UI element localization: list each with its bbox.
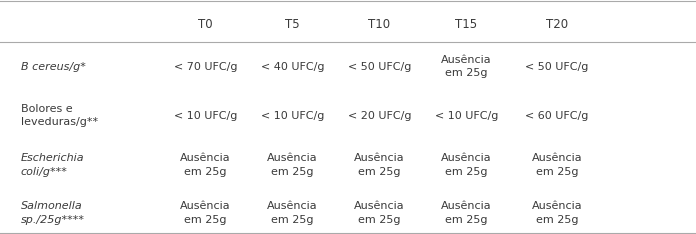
Text: Ausência
em 25g: Ausência em 25g [441,55,491,78]
Text: Ausência
em 25g: Ausência em 25g [354,201,404,225]
Text: Escherichia
coli/g***: Escherichia coli/g*** [21,153,84,177]
Text: Ausência
em 25g: Ausência em 25g [441,201,491,225]
Text: T20: T20 [546,18,568,31]
Text: T0: T0 [198,18,213,31]
Text: < 60 UFC/g: < 60 UFC/g [525,111,589,121]
Text: B cereus/g*: B cereus/g* [21,62,86,72]
Text: < 10 UFC/g: < 10 UFC/g [173,111,237,121]
Text: Ausência
em 25g: Ausência em 25g [180,201,230,225]
Text: Ausência
em 25g: Ausência em 25g [354,153,404,177]
Text: Ausência
em 25g: Ausência em 25g [267,153,317,177]
Text: T5: T5 [285,18,300,31]
Text: Ausência
em 25g: Ausência em 25g [532,201,582,225]
Text: < 70 UFC/g: < 70 UFC/g [173,62,237,72]
Text: Ausência
em 25g: Ausência em 25g [532,153,582,177]
Text: < 20 UFC/g: < 20 UFC/g [347,111,411,121]
Text: Ausência
em 25g: Ausência em 25g [267,201,317,225]
Text: < 10 UFC/g: < 10 UFC/g [260,111,324,121]
Text: Ausência
em 25g: Ausência em 25g [441,153,491,177]
Text: Salmonella
sp./25g****: Salmonella sp./25g**** [21,201,85,225]
Text: T10: T10 [368,18,390,31]
Text: Bolores e
leveduras/g**: Bolores e leveduras/g** [21,104,98,128]
Text: T15: T15 [455,18,477,31]
Text: < 10 UFC/g: < 10 UFC/g [434,111,498,121]
Text: < 50 UFC/g: < 50 UFC/g [347,62,411,72]
Text: < 50 UFC/g: < 50 UFC/g [525,62,589,72]
Text: < 40 UFC/g: < 40 UFC/g [260,62,324,72]
Text: Ausência
em 25g: Ausência em 25g [180,153,230,177]
